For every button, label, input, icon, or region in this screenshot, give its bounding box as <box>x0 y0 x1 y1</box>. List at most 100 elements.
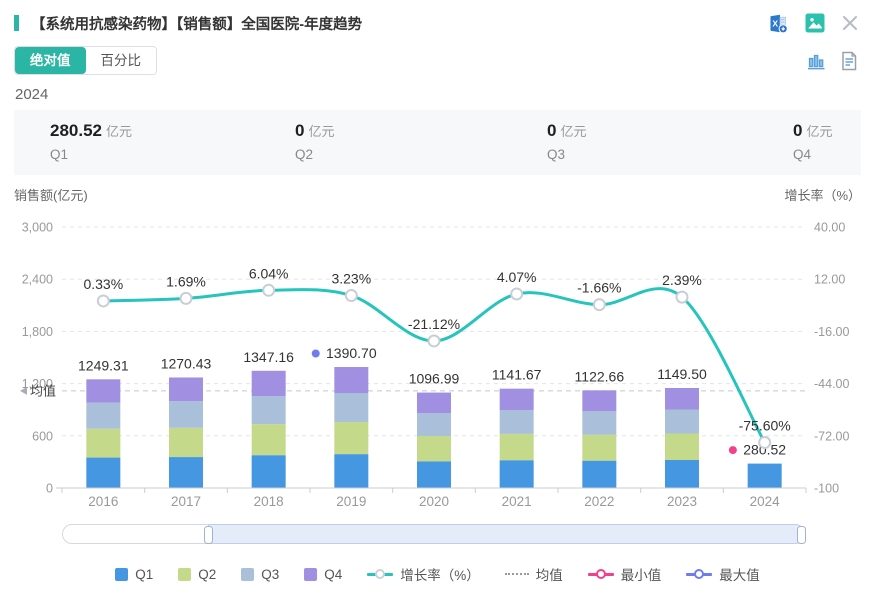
bar-2021-Q1[interactable] <box>499 460 534 488</box>
legend-line-marker-icon <box>587 569 614 580</box>
legend-label: 均值 <box>535 568 563 583</box>
growth-point-2024[interactable] <box>758 436 772 450</box>
percentage-tab[interactable]: 百分比 <box>85 47 156 74</box>
bar-total-label: 280.52 <box>743 442 786 458</box>
period-label: 2024 <box>15 86 49 103</box>
growth-point-2017[interactable] <box>179 291 193 305</box>
excel-export-icon[interactable]: X <box>768 13 789 34</box>
right-axis-tick: -72.00 <box>814 429 849 443</box>
growth-label: 6.04% <box>249 265 289 281</box>
bar-2023-Q2[interactable] <box>665 433 699 460</box>
growth-point-2019[interactable] <box>344 289 358 303</box>
summary-item-q4: 0 亿元 Q4 <box>793 121 832 162</box>
summary-item-q1: 280.52 亿元 Q1 <box>50 121 132 162</box>
x-axis-label: 2023 <box>667 494 697 509</box>
bar-2016-Q3[interactable] <box>86 402 121 429</box>
growth-label: 1.69% <box>166 273 206 289</box>
growth-label: 0.33% <box>83 276 123 292</box>
bar-2021-Q3[interactable] <box>499 410 534 434</box>
bar-2022-Q3[interactable] <box>582 411 617 435</box>
summary-strip: 280.52 亿元 Q1 0 亿元 Q2 0 亿元 Q3 0 亿元 Q4 <box>14 110 861 175</box>
bar-2022-Q2[interactable] <box>582 434 617 461</box>
growth-point-2023[interactable] <box>675 290 689 304</box>
legend-line-marker-icon <box>367 569 394 580</box>
legend-item-Q3[interactable]: Q3 <box>241 567 279 582</box>
bar-2021-Q2[interactable] <box>499 433 534 461</box>
toolbar-icons <box>805 50 859 72</box>
legend-label: 增长率（%） <box>400 568 480 583</box>
bar-2018-Q4[interactable] <box>251 370 286 396</box>
x-axis-label: 2024 <box>750 494 781 509</box>
bar-2018-Q3[interactable] <box>251 395 286 425</box>
bar-total-label: 1249.31 <box>78 357 129 373</box>
growth-label: 3.23% <box>331 271 371 287</box>
bar-total-label: 1390.70 <box>326 345 377 361</box>
datazoom-left-handle[interactable] <box>204 526 214 544</box>
bar-2020-Q1[interactable] <box>417 461 451 488</box>
right-axis-tick: 12.00 <box>814 273 845 287</box>
toolbar: 绝对值 百分比 <box>14 46 859 75</box>
left-axis-tick: 2,400 <box>22 273 53 287</box>
left-axis-tick: 1,800 <box>22 325 53 339</box>
legend-item-最大值[interactable]: 最大值 <box>686 564 760 584</box>
bar-2019-Q4[interactable] <box>334 367 369 394</box>
growth-point-2022[interactable] <box>592 298 606 312</box>
summary-unit: 亿元 <box>806 124 833 139</box>
growth-point-2018[interactable] <box>262 283 276 297</box>
bar-2022-Q4[interactable] <box>582 390 617 412</box>
bar-2017-Q1[interactable] <box>169 457 203 488</box>
right-axis-title: 增长率（%） <box>784 188 861 203</box>
bar-2022-Q1[interactable] <box>582 460 617 488</box>
image-export-icon[interactable] <box>805 13 825 33</box>
bar-2024-Q1[interactable] <box>747 463 782 488</box>
absolute-value-tab[interactable]: 绝对值 <box>15 47 86 74</box>
right-axis-tick: -16.00 <box>814 325 849 339</box>
growth-point-2016[interactable] <box>96 294 110 308</box>
bar-2019-Q1[interactable] <box>334 454 369 488</box>
close-icon[interactable] <box>841 14 859 32</box>
legend-item-Q1[interactable]: Q1 <box>115 567 153 582</box>
datazoom-right-handle[interactable] <box>797 526 806 544</box>
report-view-icon[interactable] <box>839 50 859 72</box>
legend-item-均值[interactable]: 均值 <box>504 564 563 584</box>
bar-2023-Q3[interactable] <box>665 409 699 434</box>
panel-header: 【系统用抗感染药物】【销售额】全国医院-年度趋势 X <box>14 10 859 36</box>
datazoom-slider[interactable] <box>62 524 806 544</box>
bar-2017-Q2[interactable] <box>169 427 203 458</box>
bar-2016-Q4[interactable] <box>86 379 121 403</box>
bar-2021-Q4[interactable] <box>499 388 534 411</box>
legend-item-增长率（%）[interactable]: 增长率（%） <box>367 564 480 584</box>
legend-swatch-icon <box>178 567 192 581</box>
bar-2019-Q2[interactable] <box>334 422 369 455</box>
bar-2016-Q2[interactable] <box>86 428 121 458</box>
value-mode-toggle: 绝对值 百分比 <box>14 46 157 75</box>
page-title: 【系统用抗感染药物】【销售额】全国医院-年度趋势 <box>31 16 363 33</box>
bar-2020-Q3[interactable] <box>417 413 451 436</box>
right-axis-tick: -100 <box>814 482 839 496</box>
left-axis-tick: 1,200 <box>22 377 53 391</box>
bar-2018-Q2[interactable] <box>251 424 286 456</box>
datazoom-selected-range[interactable] <box>208 524 805 544</box>
growth-point-2021[interactable] <box>510 287 524 301</box>
legend-item-最小值[interactable]: 最小值 <box>587 564 662 584</box>
bar-2017-Q4[interactable] <box>169 377 203 402</box>
left-axis-tick: 3,000 <box>22 221 53 235</box>
left-axis-title: 销售额(亿元) <box>14 188 88 203</box>
summary-quarter-label: Q3 <box>547 147 566 162</box>
bar-2018-Q1[interactable] <box>251 455 286 488</box>
summary-value: 0 <box>547 121 557 140</box>
bar-2019-Q3[interactable] <box>334 393 369 423</box>
legend-item-Q4[interactable]: Q4 <box>304 567 342 582</box>
legend-item-Q2[interactable]: Q2 <box>178 567 216 582</box>
left-axis-tick: 0 <box>46 482 53 496</box>
bar-chart-view-icon[interactable] <box>805 50 827 72</box>
bar-2023-Q1[interactable] <box>665 459 699 488</box>
bar-2020-Q4[interactable] <box>417 392 451 414</box>
bar-2020-Q2[interactable] <box>417 435 451 462</box>
growth-point-2020[interactable] <box>427 334 441 348</box>
bar-2023-Q4[interactable] <box>665 387 699 410</box>
legend-label: 最小值 <box>620 568 662 583</box>
bar-2016-Q1[interactable] <box>86 457 121 488</box>
bar-2017-Q3[interactable] <box>169 401 203 428</box>
summary-value: 0 <box>793 121 803 140</box>
